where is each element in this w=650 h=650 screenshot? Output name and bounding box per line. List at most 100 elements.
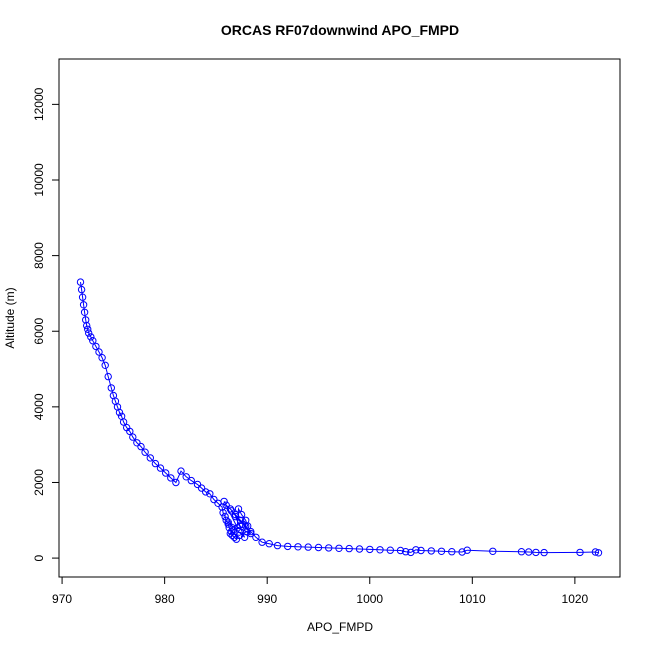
data-point [235, 531, 244, 540]
data-point [417, 546, 425, 555]
data-point [141, 448, 149, 456]
data-point [517, 548, 526, 556]
data-point [146, 454, 155, 462]
data-point [345, 544, 353, 553]
data-point [177, 467, 185, 475]
data-point [252, 533, 260, 541]
y-tick-label: 8000 [32, 242, 46, 269]
data-point [386, 546, 394, 554]
y-tick-label: 12000 [32, 87, 46, 121]
data-point [427, 547, 435, 555]
y-axis: 0 2000 4000 6000 8000 10000 12000 [32, 87, 59, 561]
data-point [172, 478, 180, 487]
x-tick-label: 1000 [356, 592, 383, 606]
data-point [156, 464, 165, 472]
data-point [284, 542, 292, 551]
data-point [92, 342, 100, 351]
data-point [84, 325, 92, 333]
data-point [133, 439, 141, 447]
data-point [525, 548, 533, 556]
data-point [376, 546, 384, 554]
data-point [532, 548, 540, 557]
data-point [355, 545, 364, 553]
data-point [80, 308, 89, 316]
data-point [87, 333, 95, 341]
data-point [240, 533, 249, 541]
data-point [396, 546, 405, 555]
data-point [219, 509, 227, 517]
plot-frame [58, 58, 621, 578]
data-point [242, 522, 250, 530]
x-tick-label: 970 [52, 592, 72, 606]
data-point [77, 285, 86, 294]
data-point [221, 512, 229, 521]
data-point [224, 520, 232, 528]
data-point [258, 538, 266, 546]
data-point [458, 548, 466, 556]
data-point [98, 354, 106, 362]
x-tick-label: 1020 [562, 592, 589, 606]
data-point [437, 547, 446, 555]
data-point [197, 484, 206, 492]
data-point [294, 543, 302, 551]
data-point [210, 495, 218, 504]
x-tick-label: 1010 [459, 592, 486, 606]
data-point [222, 501, 230, 509]
data-point [594, 549, 603, 557]
data-point [202, 488, 210, 496]
y-tick-label: 6000 [32, 318, 46, 345]
data-point [107, 384, 116, 392]
data-point [222, 516, 230, 524]
data-point [129, 433, 137, 441]
data-point [314, 543, 323, 552]
data-point [95, 348, 103, 356]
data-point [247, 527, 255, 536]
y-tick-label: 10000 [32, 163, 46, 197]
y-tick-label: 4000 [32, 393, 46, 420]
data-point [230, 533, 239, 541]
x-tick-label: 980 [155, 592, 175, 606]
data-point [115, 408, 124, 417]
data-point [231, 512, 240, 521]
data-point [304, 543, 312, 551]
y-tick-label: 2000 [32, 469, 46, 496]
data-point [101, 361, 109, 369]
data-point [226, 505, 235, 513]
data-point [79, 301, 88, 309]
data-point [540, 548, 548, 557]
data-point [182, 473, 190, 481]
data-point [162, 469, 170, 477]
series-line [80, 282, 599, 554]
data-point [104, 372, 112, 381]
data-point [236, 516, 245, 524]
data-point [82, 316, 90, 324]
data-point [126, 427, 134, 436]
x-axis: 970 980 990 1000 1010 1020 [52, 577, 589, 606]
data-point [412, 546, 420, 554]
data-point [226, 529, 235, 538]
series-line-group [80, 282, 599, 554]
y-axis-label: Altitude (m) [3, 287, 17, 348]
data-point [244, 522, 252, 530]
data-point [231, 510, 240, 519]
data-point [325, 544, 333, 552]
data-point [193, 480, 202, 489]
data-point [224, 518, 232, 526]
data-point [83, 321, 91, 330]
data-point [247, 529, 255, 538]
y-tick-label: 0 [32, 554, 46, 561]
x-axis-label: APO_FMPD [307, 620, 373, 634]
data-point [225, 524, 233, 532]
data-point [489, 547, 497, 555]
data-point [167, 474, 175, 482]
data-point [234, 505, 243, 513]
data-point [335, 544, 343, 552]
data-point [85, 329, 93, 337]
data-point [576, 548, 584, 557]
data-point [591, 548, 600, 556]
data-point [76, 278, 85, 286]
data-point [463, 546, 471, 554]
data-point [228, 531, 237, 540]
data-point [265, 540, 273, 548]
